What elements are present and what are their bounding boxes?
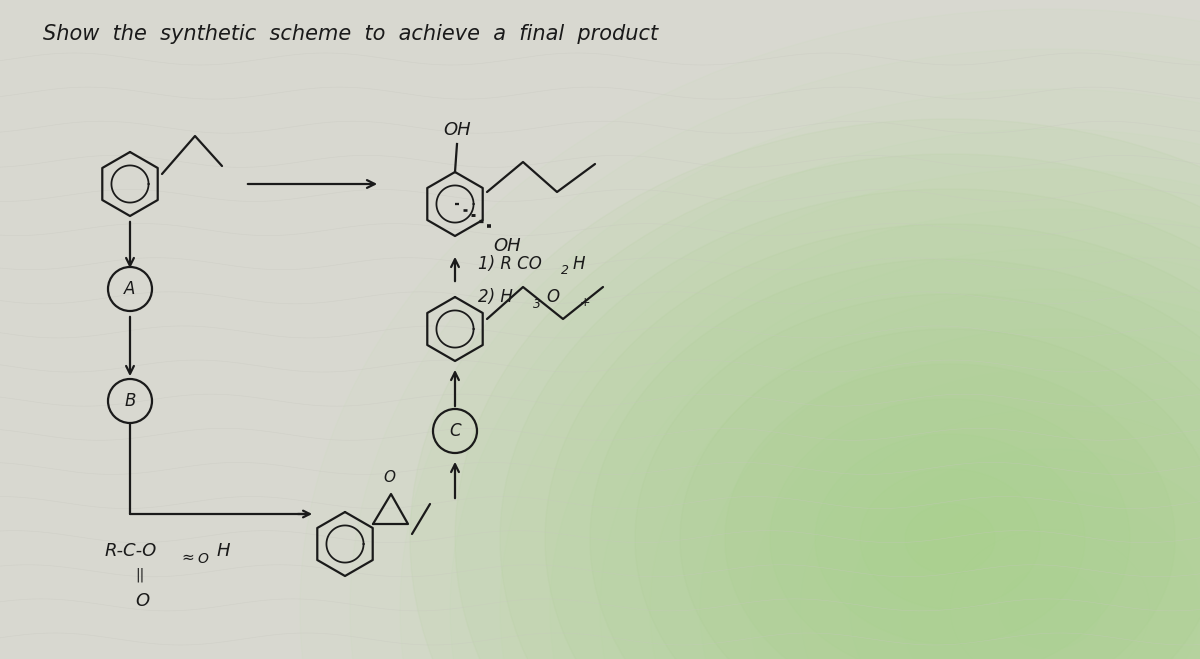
Text: O: O	[134, 592, 149, 610]
Ellipse shape	[650, 289, 1200, 659]
Ellipse shape	[750, 369, 1200, 659]
Ellipse shape	[300, 9, 1200, 659]
Ellipse shape	[800, 409, 1200, 659]
Text: B: B	[125, 392, 136, 410]
Text: O: O	[197, 552, 208, 566]
Ellipse shape	[680, 329, 1200, 659]
Ellipse shape	[450, 129, 1200, 659]
Ellipse shape	[500, 169, 1200, 659]
Ellipse shape	[700, 329, 1200, 659]
Ellipse shape	[590, 259, 1200, 659]
Ellipse shape	[815, 434, 1085, 644]
Ellipse shape	[545, 224, 1200, 659]
Text: 2: 2	[562, 264, 569, 277]
Text: H: H	[574, 255, 586, 273]
Text: A: A	[125, 280, 136, 298]
Text: R-C-O: R-C-O	[106, 542, 157, 560]
Ellipse shape	[410, 119, 1200, 659]
Ellipse shape	[500, 189, 1200, 659]
Text: 1) R CO: 1) R CO	[478, 255, 542, 273]
Text: 2) H: 2) H	[478, 288, 512, 306]
Text: OH: OH	[493, 237, 521, 255]
Ellipse shape	[550, 209, 1200, 659]
Ellipse shape	[860, 469, 1040, 609]
Ellipse shape	[400, 89, 1200, 659]
Ellipse shape	[600, 249, 1200, 659]
Ellipse shape	[950, 529, 1150, 659]
Ellipse shape	[350, 49, 1200, 659]
Text: Show  the  synthetic  scheme  to  achieve  a  final  product: Show the synthetic scheme to achieve a f…	[43, 24, 658, 44]
Ellipse shape	[455, 154, 1200, 659]
Text: ≈: ≈	[181, 550, 193, 565]
Text: 3: 3	[533, 297, 541, 310]
Ellipse shape	[635, 294, 1200, 659]
Text: O: O	[546, 288, 559, 306]
Text: +: +	[580, 295, 590, 308]
Ellipse shape	[1000, 569, 1100, 649]
Text: O: O	[383, 471, 395, 486]
Ellipse shape	[850, 449, 1200, 659]
Ellipse shape	[725, 364, 1175, 659]
Text: C: C	[449, 422, 461, 440]
Text: H: H	[217, 542, 230, 560]
Ellipse shape	[900, 489, 1200, 659]
Text: ||: ||	[134, 568, 144, 583]
Ellipse shape	[905, 504, 995, 574]
Ellipse shape	[770, 399, 1130, 659]
Text: OH: OH	[443, 121, 470, 139]
